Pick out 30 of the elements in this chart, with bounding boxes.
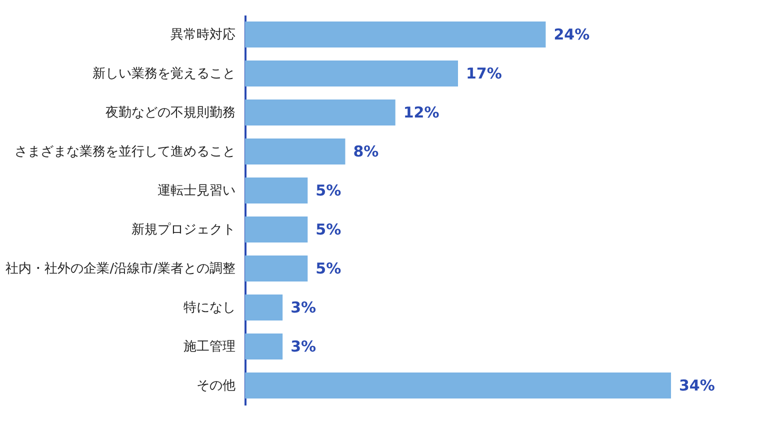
bar	[245, 22, 546, 48]
y-tick-label: 新しい業務を覚えること	[92, 66, 236, 82]
bar	[245, 138, 346, 164]
y-tick-label: その他	[196, 378, 236, 394]
y-tick-label: 運転士見習い	[158, 184, 236, 198]
bar	[245, 294, 283, 320]
data-label: 12%	[403, 104, 440, 122]
y-tick-label: 施工管理	[184, 340, 236, 354]
bar	[245, 100, 396, 126]
data-label: 24%	[554, 26, 590, 44]
data-label: 5%	[316, 182, 342, 200]
y-tick-label: 特になし	[184, 300, 236, 316]
bar	[245, 216, 308, 242]
data-label: 34%	[679, 376, 715, 394]
y-tick-label: 新規プロジェクト	[132, 222, 236, 238]
data-label: 17%	[466, 64, 502, 82]
y-tick-label: 異常時対応	[170, 26, 236, 42]
bar	[245, 178, 308, 204]
bar	[245, 372, 671, 398]
data-label: 8%	[353, 142, 379, 160]
bar	[245, 60, 458, 86]
data-label: 5%	[316, 220, 342, 238]
y-tick-label: さまざまな業務を並行して進めること	[14, 144, 236, 160]
bar	[245, 334, 283, 360]
y-tick-label: 社内・社外の企業/沿線市/業者との調整	[6, 262, 236, 276]
y-tick-label: 夜勤などの不規則勤務	[106, 104, 236, 120]
data-label: 3%	[290, 298, 316, 316]
data-label: 5%	[316, 260, 342, 278]
data-label: 3%	[290, 338, 316, 356]
bar	[245, 256, 308, 282]
